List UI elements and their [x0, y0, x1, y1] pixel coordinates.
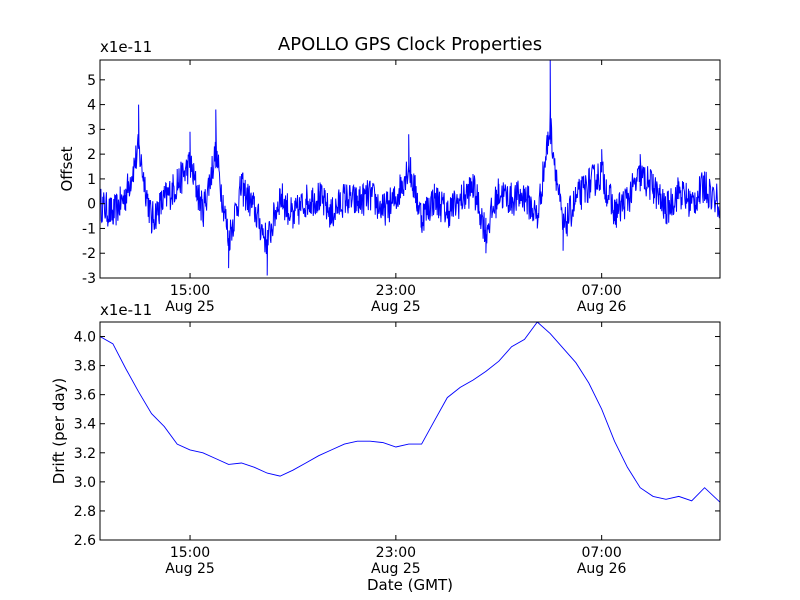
x-axis-label: Date (GMT) — [367, 576, 453, 594]
x-tick-label-time: 15:00 — [170, 283, 210, 299]
y-tick-label: 2 — [87, 147, 96, 163]
x-tick-label-date: Aug 25 — [165, 299, 215, 315]
axes-frame — [99, 59, 721, 279]
y-tick-label: 2.6 — [74, 533, 96, 549]
y-tick-label: 3 — [87, 122, 96, 138]
y-tick-label: 3.6 — [74, 388, 96, 404]
y-tick-label: 3.4 — [74, 417, 96, 433]
y-tick-label: -2 — [82, 246, 96, 262]
x-tick-label-time: 07:00 — [581, 283, 621, 299]
y-tick-label: 3.2 — [74, 446, 96, 462]
x-tick-label-date: Aug 25 — [165, 561, 215, 577]
y-tick-label: 3.0 — [74, 475, 96, 491]
y-axis-label: Drift (per day) — [50, 378, 68, 485]
axes-frame — [99, 321, 721, 541]
x-tick-label-date: Aug 26 — [577, 561, 627, 577]
y-tick-label: 4 — [87, 98, 96, 114]
x-tick-label-date: Aug 25 — [371, 561, 421, 577]
y-tick-label: 0 — [87, 197, 96, 213]
drift-series-line — [100, 322, 720, 503]
y-tick-label: 1 — [87, 172, 96, 188]
x-tick-label-time: 07:00 — [581, 545, 621, 561]
y-tick-label: -3 — [82, 271, 96, 287]
y-tick-label: 2.8 — [74, 504, 96, 520]
x-tick-label-time: 23:00 — [376, 545, 416, 561]
y-offset-text: x1e-11 — [100, 301, 152, 319]
x-tick-label-date: Aug 26 — [577, 299, 627, 315]
x-tick-label-time: 23:00 — [376, 283, 416, 299]
x-tick-label-date: Aug 25 — [371, 299, 421, 315]
x-tick-label-time: 15:00 — [170, 545, 210, 561]
y-tick-label: 4.0 — [74, 330, 96, 346]
y-tick-label: 3.8 — [74, 359, 96, 375]
figure-title: APOLLO GPS Clock Properties — [278, 34, 542, 55]
y-axis-label: Offset — [58, 146, 76, 191]
offset-series-line — [100, 60, 720, 276]
y-offset-text: x1e-11 — [100, 38, 152, 56]
y-tick-label: -1 — [82, 221, 96, 237]
y-tick-label: 5 — [87, 73, 96, 89]
